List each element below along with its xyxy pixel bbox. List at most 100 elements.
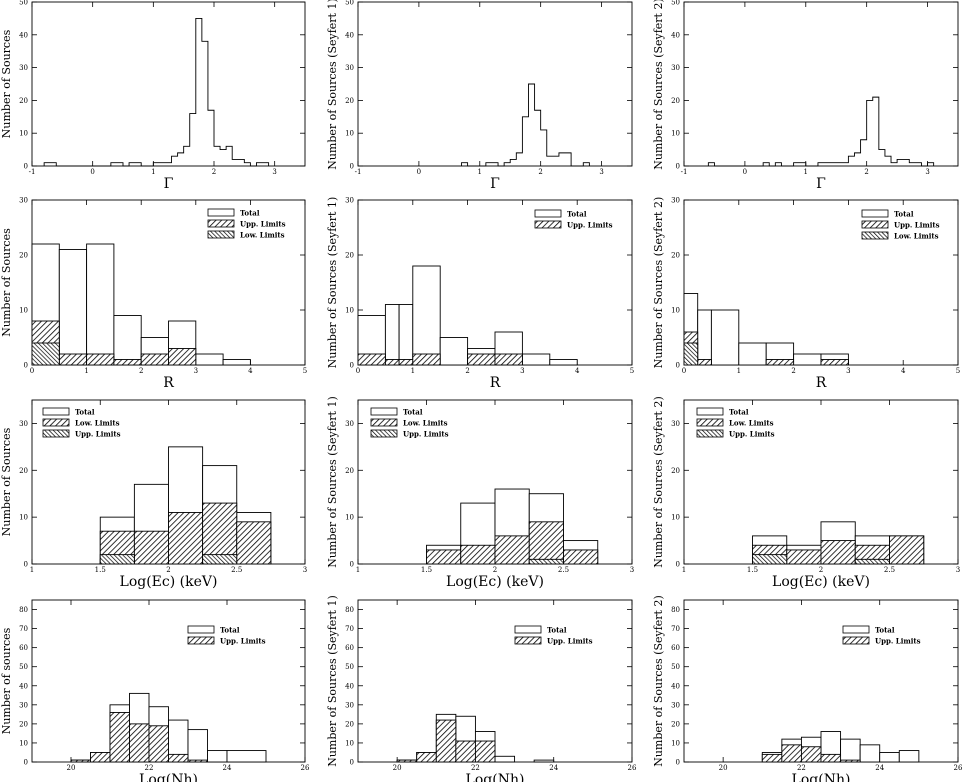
legend-swatch xyxy=(370,418,398,427)
y-axis-label: Number of Sources (Seyfert 2) xyxy=(652,0,665,170)
histogram-panel-5: 0 1 2 3 4 5 0 10 20 30 Number of Sources (Seyfert … xyxy=(326,197,634,392)
histogram-bin xyxy=(565,153,571,166)
legend-label: Upp. Limits xyxy=(403,430,449,439)
x-tick-label: 2 xyxy=(538,168,542,176)
histogram-bin xyxy=(510,159,516,166)
y-tick-label: 30 xyxy=(19,701,28,709)
histogram-bar-upp-limits xyxy=(474,740,496,763)
histogram-bar-upp-limits xyxy=(86,353,115,366)
y-axis-label: Number of Sources xyxy=(0,427,13,536)
histogram-bar-total xyxy=(533,759,555,763)
legend-swatch xyxy=(370,429,398,438)
histogram-bin xyxy=(909,163,915,166)
legend-swatch xyxy=(534,220,562,229)
histogram-bin xyxy=(794,163,800,166)
x-tick-label: 3 xyxy=(599,168,603,176)
x-tick-label: 3 xyxy=(272,168,276,176)
histogram-bar-total xyxy=(207,750,228,763)
y-tick-label: 30 xyxy=(671,197,680,205)
x-axis-label: Γ xyxy=(816,176,826,192)
histogram-bin xyxy=(172,156,178,166)
x-tick-label: 24 xyxy=(223,764,232,772)
x-tick-label: -1 xyxy=(355,168,362,176)
y-tick-label: 20 xyxy=(345,252,354,260)
histogram-bar-total xyxy=(226,750,267,763)
histogram-bar-total xyxy=(793,353,822,366)
histogram-bar-upp-limits xyxy=(697,359,712,366)
x-tick-label: 1.5 xyxy=(421,566,432,574)
histogram-bar-total xyxy=(738,342,767,366)
y-tick-label: 30 xyxy=(345,64,354,72)
y-tick-label: 10 xyxy=(345,514,354,522)
x-tick-label: 1 xyxy=(84,367,88,375)
histogram-bar-upp-limits xyxy=(202,554,238,565)
histogram-bar-upp-limits xyxy=(416,752,437,763)
y-tick-label: 40 xyxy=(345,682,354,690)
y-tick-label: 50 xyxy=(19,0,28,7)
y-axis-label: Number of Sources (Seyfert 1) xyxy=(326,595,339,767)
histogram-bar-low-limits xyxy=(426,549,462,565)
histogram-bar-upp-limits xyxy=(129,723,150,763)
legend-label: Upp. Limits xyxy=(894,221,940,230)
y-tick-label: 50 xyxy=(345,663,354,671)
legend-label: Total xyxy=(729,408,749,417)
x-tick-label: 1 xyxy=(411,367,415,375)
histogram-bin xyxy=(208,110,214,166)
plot-frame xyxy=(683,1,959,167)
histogram-bar-upp-limits xyxy=(113,359,142,366)
x-tick-label: 1 xyxy=(356,566,360,574)
legend-swatch xyxy=(842,636,870,645)
legend-swatch xyxy=(514,636,542,645)
histogram-bar-upp-limits xyxy=(90,752,111,763)
y-tick-label: 20 xyxy=(671,720,680,728)
x-tick-label: 3 xyxy=(630,566,634,574)
histogram-bin xyxy=(903,159,909,166)
histogram-bar-total xyxy=(222,359,251,366)
histogram-bin xyxy=(928,163,934,166)
legend: Total Upp. Limits xyxy=(534,209,613,230)
y-tick-label: 0 xyxy=(350,362,354,370)
y-axis-label: Number of Sources (Seyfert 1) xyxy=(326,197,339,369)
histogram-bin xyxy=(486,163,492,166)
legend-label: Upp. Limits xyxy=(240,220,286,229)
legend-swatch xyxy=(207,230,235,239)
histogram-bin xyxy=(708,163,714,166)
histogram-bin xyxy=(848,156,854,166)
histogram-bar-upp-limits xyxy=(140,353,169,366)
histogram-bin xyxy=(214,146,220,166)
histogram-bar-total xyxy=(195,353,224,366)
histogram-bin xyxy=(111,163,117,166)
legend: Total Low. Limits Upp. Limits xyxy=(370,408,449,439)
x-tick-label: 22 xyxy=(471,764,480,772)
y-tick-label: 30 xyxy=(345,701,354,709)
histogram-bar-total xyxy=(384,304,400,366)
histogram-bin xyxy=(879,150,885,166)
x-tick-label: 2 xyxy=(139,367,143,375)
x-tick-label: 1.5 xyxy=(95,566,106,574)
histogram-bin xyxy=(256,163,262,166)
plot-area xyxy=(70,692,267,763)
legend: Total Upp. Limits Low. Limits xyxy=(861,210,940,241)
histogram-bar-upp-limits xyxy=(412,353,441,366)
histogram-bin xyxy=(238,159,244,166)
x-axis-label: Log(Ec) (keV) xyxy=(120,574,218,590)
x-tick-label: -1 xyxy=(681,168,688,176)
histogram-bar-upp-limits xyxy=(357,353,386,366)
legend-label: Upp. Limits xyxy=(729,430,775,439)
y-tick-label: 0 xyxy=(676,362,680,370)
histogram-bar-upp-limits xyxy=(781,744,802,763)
histogram-bar-low-limits xyxy=(528,521,564,565)
histogram-outline xyxy=(461,83,590,167)
x-tick-label: 24 xyxy=(549,764,558,772)
y-tick-label: 10 xyxy=(671,739,680,747)
y-tick-label: 0 xyxy=(350,163,354,171)
x-axis-label: Γ xyxy=(490,176,500,192)
histogram-bin xyxy=(202,41,208,166)
x-axis-label: Γ xyxy=(164,176,174,192)
x-tick-label: 1 xyxy=(30,566,34,574)
histogram-bin xyxy=(220,150,226,166)
legend-swatch xyxy=(534,209,562,218)
y-tick-label: 30 xyxy=(671,420,680,428)
plot-area xyxy=(461,83,590,167)
